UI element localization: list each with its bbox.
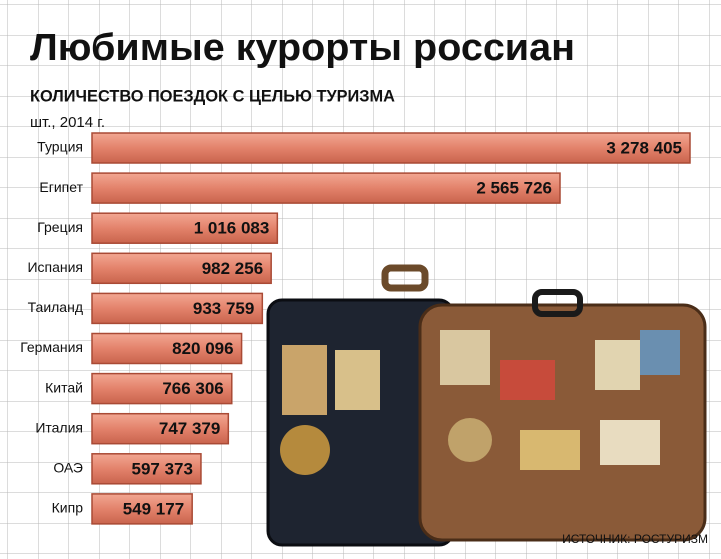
- bar: [91, 172, 561, 204]
- bar: [91, 292, 264, 325]
- value-label: 549 177: [123, 499, 184, 518]
- category-label: Таиланд: [28, 299, 83, 315]
- value-label: 1 016 083: [194, 219, 270, 238]
- value-label: 820 096: [172, 339, 233, 358]
- category-label: Германия: [20, 339, 83, 355]
- value-label: 3 278 405: [606, 138, 682, 157]
- category-label: Египет: [39, 179, 83, 195]
- value-label: 597 373: [132, 459, 193, 478]
- unit-label: шт., 2014 г.: [30, 114, 105, 131]
- value-label: 982 256: [202, 259, 263, 278]
- chart-title: Любимые курорты россиан: [30, 27, 575, 69]
- value-label: 766 306: [162, 379, 223, 398]
- bar: [91, 252, 272, 285]
- bar: [91, 453, 202, 485]
- bar: [91, 372, 233, 405]
- category-label: Греция: [37, 219, 83, 235]
- source: ИСТОЧНИК: РОСТУРИЗМ: [562, 532, 708, 546]
- value-label: 933 759: [193, 299, 254, 318]
- bar: [91, 132, 691, 164]
- category-label: Италия: [35, 419, 83, 435]
- suitcases: [266, 264, 707, 547]
- value-label: 747 379: [159, 419, 220, 438]
- bar: [91, 493, 193, 525]
- category-label: Турция: [37, 139, 83, 155]
- category-label: Испания: [27, 259, 83, 275]
- category-label: Китай: [45, 379, 83, 395]
- value-label: 2 565 726: [476, 179, 552, 198]
- bar: [91, 332, 243, 365]
- bar: [91, 412, 230, 445]
- bar: [91, 212, 279, 244]
- category-label: ОАЭ: [53, 460, 83, 476]
- category-label: Кипр: [52, 500, 84, 516]
- chart-subtitle: КОЛИЧЕСТВО ПОЕЗДОК С ЦЕЛЬЮ ТУРИЗМА: [30, 86, 395, 105]
